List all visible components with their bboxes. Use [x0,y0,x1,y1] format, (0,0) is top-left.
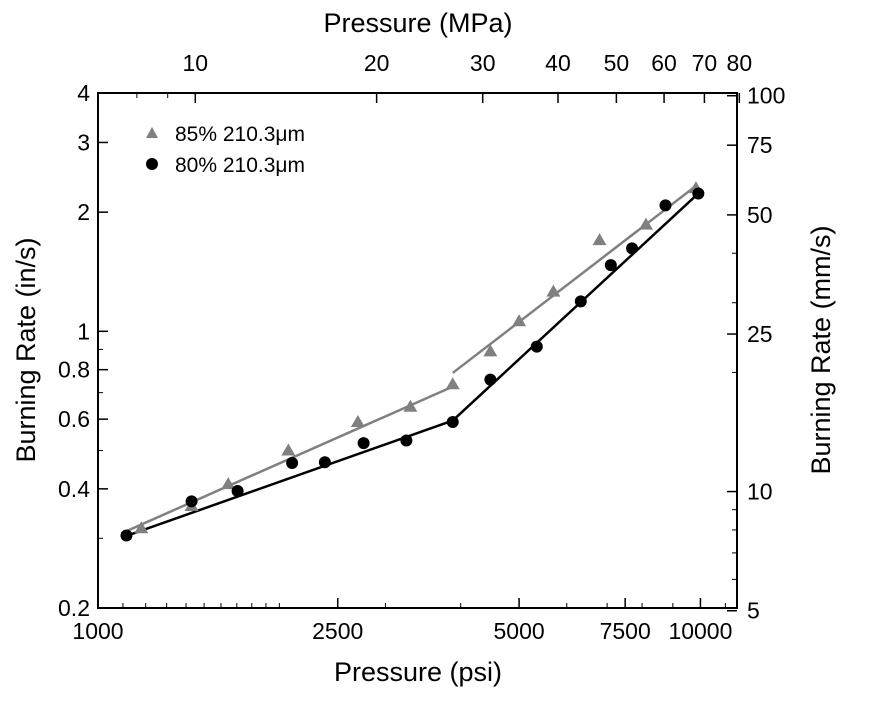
data-point-80 [659,199,672,212]
right-axis-title: Burning Rate (mm/s) [806,225,836,474]
y-tick-label: 4 [77,80,90,106]
x-tick-label: 5000 [493,618,544,644]
right-tick-label: 50 [747,202,773,228]
right-tick-label: 25 [747,321,773,347]
x-tick-label: 7500 [600,618,651,644]
data-point-80 [692,187,705,200]
top-tick-label: 10 [182,50,208,76]
fit-line-80 [122,419,454,539]
x-tick-label: 1000 [72,618,123,644]
data-points [120,181,705,542]
top-tick-label: 30 [470,50,496,76]
data-point-80 [626,242,639,255]
data-point-85 [638,217,653,230]
data-point-80 [286,456,299,469]
data-point-85 [483,344,498,357]
right-tick-label: 75 [747,132,773,158]
data-point-80 [446,416,459,429]
y-tick-label: 0.4 [58,476,90,502]
top-tick-label: 60 [651,50,677,76]
fit-line-85 [451,184,697,374]
data-point-85 [512,314,527,327]
top-tick-label: 70 [692,50,718,76]
legend-label-85: 85% 210.3μm [175,123,305,146]
axis-ticks: 1000 2500 5000 7500 10000 0.2 0.4 0.6 0.8 1 2 3 4 10 2… [58,50,785,644]
top-tick-label: 50 [604,50,630,76]
y-tick-label: 0.2 [58,595,90,621]
y-tick-label: 0.6 [58,406,90,432]
data-point-85 [403,399,418,412]
data-point-85 [221,477,236,490]
top-tick-label: 80 [727,50,753,76]
data-point-85 [592,233,607,246]
data-point-80 [400,434,413,447]
data-point-80 [530,340,543,353]
y-tick-label: 2 [77,199,90,225]
legend: 85% 210.3μm 80% 210.3μm [146,123,305,177]
top-tick-label: 20 [364,50,390,76]
right-tick-label: 5 [747,598,760,624]
data-point-80 [318,456,331,469]
legend-label-80: 80% 210.3μm [175,154,305,177]
x-tick-label: 2500 [312,618,363,644]
x-tick-label: 10000 [668,618,732,644]
x-axis-title: Pressure (psi) [334,657,502,687]
data-point-80 [185,495,198,508]
plot-frame [97,92,738,609]
data-point-80 [484,373,497,386]
data-point-80 [604,259,617,272]
y-tick-label: 1 [77,318,90,344]
top-axis-title: Pressure (MPa) [323,8,512,38]
data-point-85 [134,521,149,534]
data-point-85 [350,415,365,428]
data-point-80 [231,485,244,498]
y-axis-title: Burning Rate (in/s) [11,237,41,462]
right-tick-label: 10 [747,479,773,505]
y-tick-label: 3 [77,129,90,155]
fit-line-80 [451,192,700,422]
legend-circle-marker [146,158,158,170]
y-tick-label: 0.8 [58,357,90,383]
data-point-85 [281,443,296,456]
data-point-80 [574,295,587,308]
data-point-80 [120,529,133,542]
right-tick-label: 100 [747,83,785,109]
top-tick-label: 40 [545,50,571,76]
data-point-80 [357,437,370,450]
legend-triangle-marker [146,127,158,138]
data-point-85 [546,284,561,297]
fit-lines [122,184,700,539]
data-point-85 [445,377,460,390]
